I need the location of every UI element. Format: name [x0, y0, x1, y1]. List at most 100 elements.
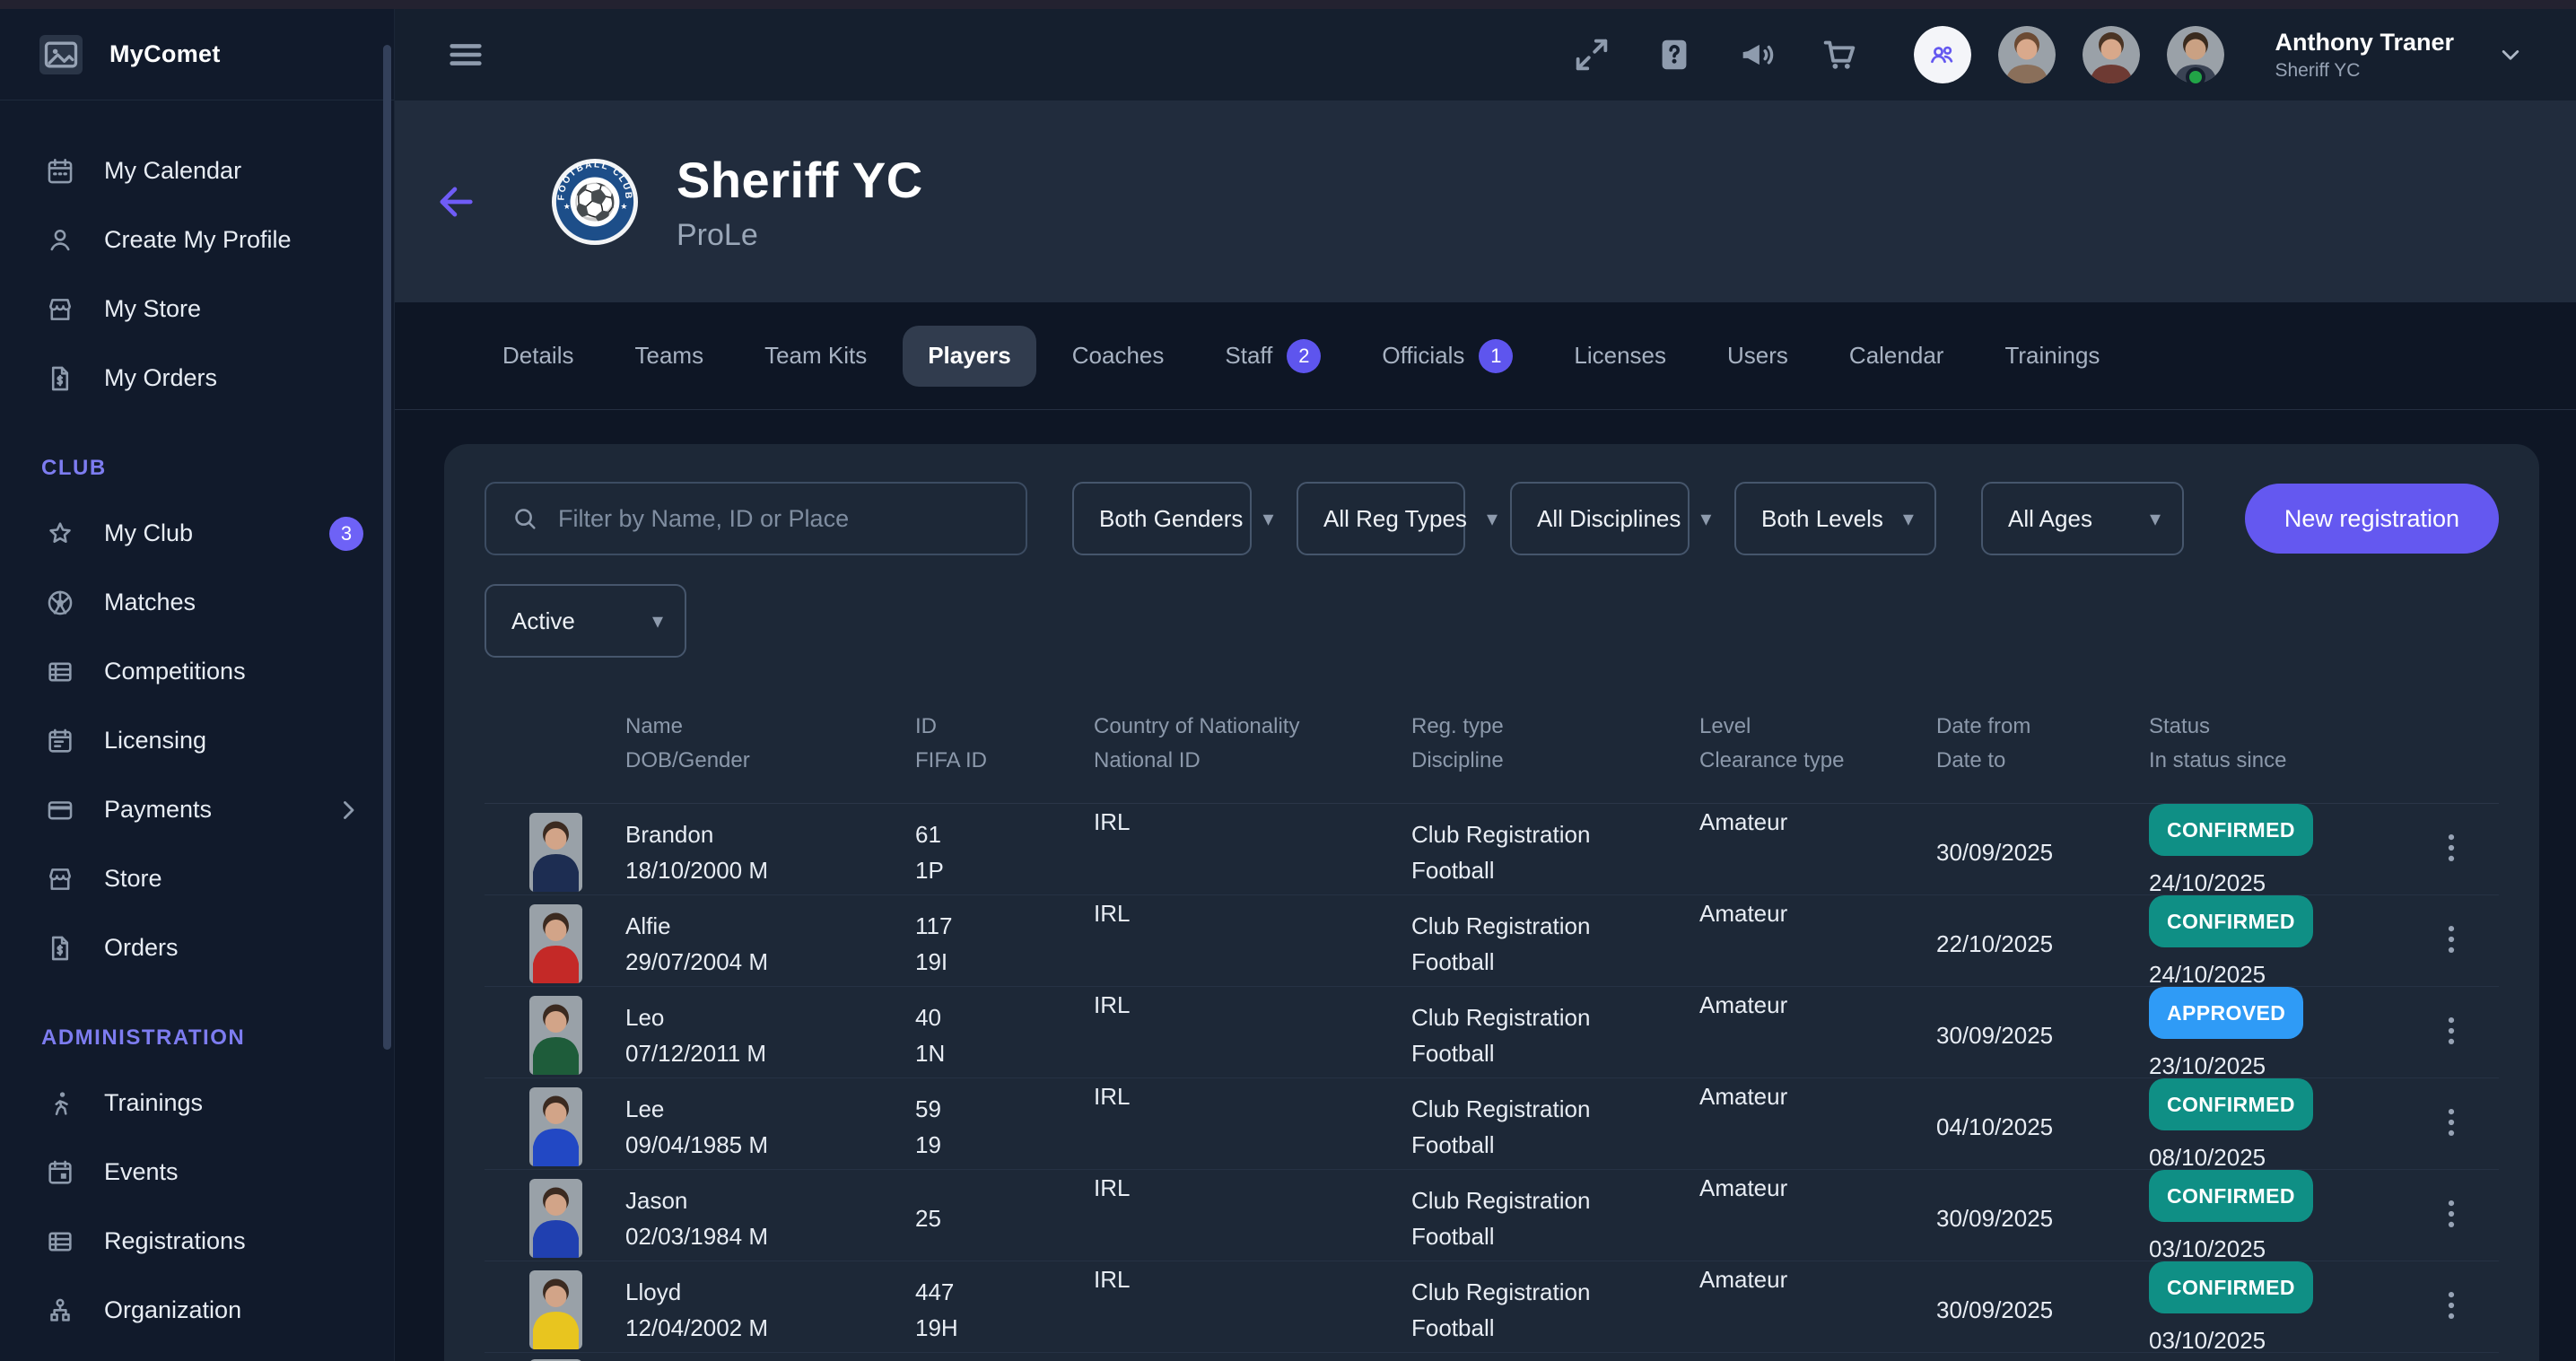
player-row[interactable]: Brandon 18/10/2000 M 61 1P IRL Club Regist…	[485, 804, 2499, 896]
tab-calendar[interactable]: Calendar	[1824, 326, 1969, 387]
filter-dropdown-all-reg-types[interactable]: All Reg Types ▾	[1297, 482, 1498, 555]
tab-staff[interactable]: Staff 2	[1200, 326, 1346, 387]
sidebar-item-registrations[interactable]: Registrations	[0, 1207, 394, 1276]
profile-avatar[interactable]	[1998, 26, 2056, 83]
sidebar-item-payments[interactable]: Payments	[0, 775, 394, 844]
player-fifa-id: 1P	[915, 857, 944, 884]
profile-avatar[interactable]	[2167, 26, 2225, 87]
svg-text:⚽: ⚽	[572, 181, 617, 222]
player-country-cell: IRL	[1094, 1353, 1411, 1361]
row-menu-button[interactable]	[2432, 828, 2471, 868]
profiles-avatar[interactable]	[1914, 26, 1972, 83]
player-row[interactable]: Scott 44 IRL Club Registration Amateur 3…	[485, 1353, 2499, 1361]
receipt-icon	[45, 363, 75, 394]
announcements-button[interactable]	[1736, 34, 1777, 75]
player-dob-gender: 18/10/2000 M	[625, 857, 769, 884]
dropdown-value: Both Genders	[1099, 504, 1244, 532]
player-status-since: 03/10/2025	[2149, 1235, 2266, 1262]
sidebar-item-label: Trainings	[104, 1089, 204, 1116]
sidebar-item-my-orders[interactable]: My Orders	[0, 344, 394, 413]
search-input[interactable]	[558, 504, 1002, 533]
filter-dropdown-group: Both Genders ▾ All Reg Types ▾ All Discipl…	[1072, 482, 2184, 555]
user-menu[interactable]: Anthony Traner Sheriff YC	[2275, 29, 2454, 82]
tab-details[interactable]: Details	[477, 326, 598, 387]
fullscreen-icon	[1571, 34, 1612, 75]
tab-trainings[interactable]: Trainings	[1979, 326, 2125, 387]
sidebar-item-my-calendar[interactable]: My Calendar	[0, 136, 394, 205]
sidebar-item-organization[interactable]: Organization	[0, 1276, 394, 1345]
column-header: Reg. type Discipline	[1411, 714, 1504, 772]
player-row[interactable]: Lloyd 12/04/2002 M 447 19H IRL Club Regist…	[485, 1261, 2499, 1354]
help-button[interactable]	[1654, 34, 1695, 75]
sidebar-item-create-my-profile[interactable]: Create My Profile	[0, 205, 394, 275]
chevron-down-icon[interactable]	[2495, 39, 2526, 70]
column-header: Level Clearance type	[1699, 714, 1845, 772]
player-row[interactable]: Alfie 29/07/2004 M 117 19I IRL Club Regist…	[485, 895, 2499, 988]
column-header: ID FIFA ID	[915, 714, 988, 772]
back-button[interactable]	[432, 179, 479, 225]
tab-label: Calendar	[1848, 342, 1944, 369]
tab-officials[interactable]: Officials 1	[1357, 326, 1538, 387]
player-date-cell: 04/10/2025	[1936, 1109, 2149, 1145]
sidebar-item-my-store[interactable]: My Store	[0, 275, 394, 344]
filter-dropdown-both-levels[interactable]: Both Levels ▾	[1734, 482, 1936, 555]
player-dob-gender: 12/04/2002 M	[625, 1314, 769, 1341]
fullscreen-button[interactable]	[1571, 34, 1612, 75]
player-regtype-cell: Club Registration Football	[1411, 816, 1699, 888]
player-date-cell: 22/10/2025	[1936, 926, 2149, 962]
player-id-cell: 59 19	[915, 1091, 1094, 1163]
player-reg-type: Club Registration	[1411, 821, 1591, 848]
player-id: 40	[915, 1004, 941, 1031]
player-country-cell: IRL	[1094, 987, 1411, 1023]
player-photo	[485, 1359, 625, 1361]
row-menu-button[interactable]	[2432, 1286, 2471, 1325]
sidebar-item-store[interactable]: Store	[0, 844, 394, 913]
sidebar-item-matches[interactable]: Matches	[0, 568, 394, 637]
sidebar-item-licensing[interactable]: Licensing	[0, 706, 394, 775]
player-discipline: Football	[1411, 857, 1495, 884]
filter-dropdown-all-disciplines[interactable]: All Disciplines ▾	[1510, 482, 1711, 555]
player-fifa-id: 19	[915, 1131, 941, 1158]
app-root: MyComet My Calendar Create My Profile My…	[0, 9, 2576, 1361]
sidebar-item-events[interactable]: Events	[0, 1138, 394, 1207]
sidebar-item-orders[interactable]: Orders	[0, 913, 394, 982]
tab-coaches[interactable]: Coaches	[1047, 326, 1190, 387]
profile-avatar[interactable]	[2083, 26, 2141, 83]
row-menu-button[interactable]	[2432, 920, 2471, 959]
player-dob-gender: 07/12/2011 M	[625, 1040, 767, 1067]
menu-button[interactable]	[445, 34, 486, 75]
player-row[interactable]: Lee 09/04/1985 M 59 19 IRL Club Registrati…	[485, 1078, 2499, 1171]
tab-licenses[interactable]: Licenses	[1549, 326, 1691, 387]
player-row[interactable]: Leo 07/12/2011 M 40 1N IRL Club Registrati…	[485, 987, 2499, 1079]
dropdown-value: All Disciplines	[1537, 504, 1681, 532]
player-row[interactable]: Jason 02/03/1984 M 25 IRL Club Registrati…	[485, 1170, 2499, 1262]
row-menu-button[interactable]	[2432, 1194, 2471, 1234]
tab-team-kits[interactable]: Team Kits	[739, 326, 892, 387]
player-regtype-cell: Club Registration Football	[1411, 908, 1699, 980]
sidebar-item-my-club[interactable]: My Club 3	[0, 499, 394, 568]
column-header: Country of Nationality National ID	[1094, 714, 1300, 772]
topbar: Anthony Traner Sheriff YC	[395, 9, 2576, 100]
filter-dropdown-both-genders[interactable]: Both Genders ▾	[1072, 482, 1273, 555]
new-registration-button[interactable]: New registration	[2244, 484, 2499, 554]
row-menu-button[interactable]	[2432, 1011, 2471, 1051]
player-photo	[485, 904, 625, 983]
column-header: Name DOB/Gender	[625, 714, 750, 772]
sidebar-scrollbar[interactable]	[383, 45, 391, 1050]
caret-down-icon: ▾	[651, 608, 663, 633]
dots-vertical-icon	[2432, 1194, 2471, 1234]
player-fifa-id: 19H	[915, 1314, 958, 1341]
filter-dropdown-all-ages[interactable]: All Ages ▾	[1981, 482, 2184, 555]
tab-teams[interactable]: Teams	[609, 326, 729, 387]
tab-users[interactable]: Users	[1702, 326, 1813, 387]
sidebar-item-trainings[interactable]: Trainings	[0, 1069, 394, 1138]
tab-players[interactable]: Players	[903, 325, 1036, 387]
player-name-cell: Alfie 29/07/2004 M	[625, 908, 915, 980]
sidebar-item-competitions[interactable]: Competitions	[0, 637, 394, 706]
row-menu-button[interactable]	[2432, 1103, 2471, 1142]
status-filter-row: Active ▾	[485, 584, 2499, 658]
cart-button[interactable]	[1819, 34, 1860, 75]
status-badge: CONFIRMED	[2149, 895, 2313, 947]
status-filter-dropdown[interactable]: Active ▾	[485, 584, 686, 658]
dropdown-value: Both Levels	[1761, 504, 1883, 532]
